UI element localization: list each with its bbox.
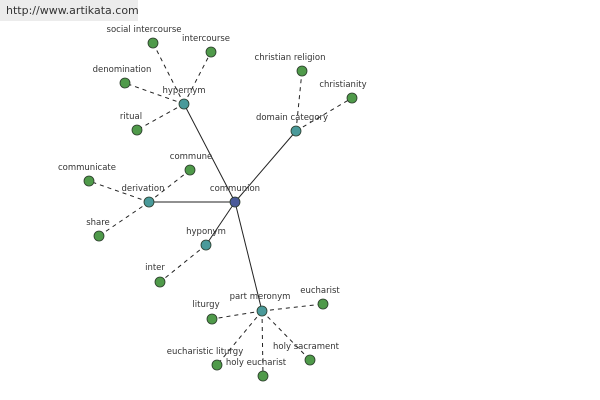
node <box>257 370 269 382</box>
edge-dashed <box>261 303 324 312</box>
edge-dashed <box>148 169 191 203</box>
edge-dashed <box>98 201 150 237</box>
node-label: part meronym <box>230 292 291 302</box>
edge <box>234 130 297 203</box>
node-label: christian religion <box>255 53 326 63</box>
node-label: christianity <box>319 80 366 90</box>
edge-dashed <box>152 42 185 105</box>
node <box>205 46 217 58</box>
node <box>143 196 155 208</box>
node-label: eucharistic liturgy <box>167 347 243 357</box>
node-label: communicate <box>58 163 116 173</box>
edge-dashed <box>136 103 185 131</box>
node-label: ritual <box>120 112 142 122</box>
node <box>206 313 218 325</box>
node <box>290 125 302 137</box>
node-label: intercourse <box>182 34 230 44</box>
node-label: hyponym <box>186 227 226 237</box>
node <box>229 196 241 208</box>
edge-dashed <box>216 310 263 366</box>
edge-dashed <box>159 244 207 283</box>
edge-dashed <box>183 51 212 105</box>
node <box>131 124 143 136</box>
edge-dashed <box>295 70 303 132</box>
node-label: domain category <box>256 113 328 123</box>
node-label: liturgy <box>192 300 219 310</box>
node-label: commune <box>170 152 212 162</box>
node <box>93 230 105 242</box>
node <box>154 276 166 288</box>
edge-dashed <box>124 82 185 105</box>
edge-dashed <box>261 310 311 361</box>
node-label: social intercourse <box>107 25 182 35</box>
node <box>256 305 268 317</box>
node <box>119 77 131 89</box>
node-label: communion <box>210 184 260 194</box>
node <box>346 92 358 104</box>
node <box>178 98 190 110</box>
edge-dashed <box>261 310 264 377</box>
node-label: denomination <box>93 65 152 75</box>
node-label: share <box>86 218 110 228</box>
node <box>211 359 223 371</box>
edge-dashed <box>295 97 353 132</box>
node <box>200 239 212 251</box>
edge <box>205 201 236 246</box>
edge <box>234 201 263 312</box>
node-label: eucharist <box>300 286 340 296</box>
edge <box>183 103 236 203</box>
edge-dashed <box>211 310 263 320</box>
node <box>296 65 308 77</box>
node <box>304 354 316 366</box>
node-label: holy eucharist <box>226 358 287 368</box>
edge-dashed <box>88 180 150 203</box>
node-label: holy sacrament <box>273 342 340 352</box>
node-label: inter <box>145 263 165 273</box>
node-label: hypernym <box>162 86 205 96</box>
node <box>147 37 159 49</box>
node-label: derivation <box>121 184 164 194</box>
node <box>317 298 329 310</box>
node <box>184 164 196 176</box>
node <box>83 175 95 187</box>
url-banner[interactable]: http://www.artikata.com <box>0 0 139 21</box>
